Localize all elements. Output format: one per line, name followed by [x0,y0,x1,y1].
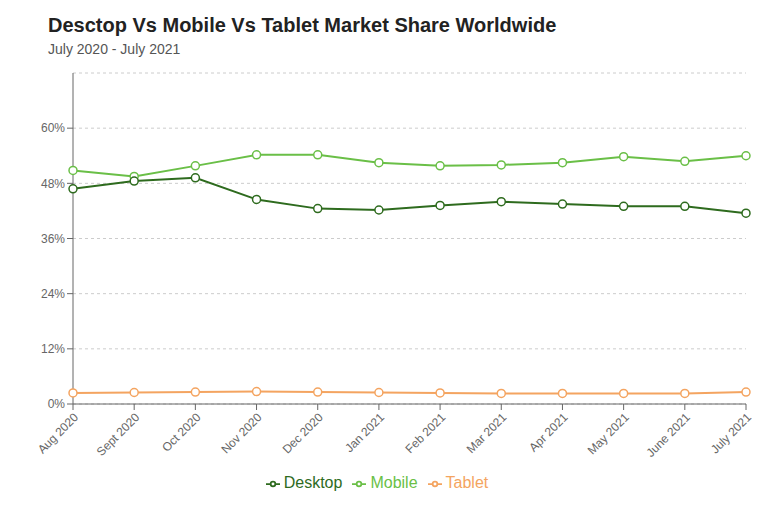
svg-text:Sept 2020: Sept 2020 [94,410,143,459]
svg-text:Mar 2021: Mar 2021 [464,410,510,456]
svg-text:24%: 24% [41,287,65,301]
html-text:Desctop Vs Mobile Vs Tablet Ma: Desctop Vs Mobile Vs Tablet Market Share… [48,14,557,36]
svg-text:12%: 12% [41,342,65,356]
svg-text:0%: 0% [48,397,66,411]
svg-text:Oct 2020: Oct 2020 [159,410,204,455]
html-text:Desktop: Desktop [283,474,343,491]
html-text:Mobile: Mobile [370,474,418,491]
html-text:Tablet: Tablet [445,474,489,491]
svg-text:Apr 2021: Apr 2021 [526,410,571,455]
svg-text:Feb 2021: Feb 2021 [402,410,448,456]
svg-text:60%: 60% [41,121,65,135]
svg-text:Aug 2020: Aug 2020 [35,410,81,456]
svg-text:48%: 48% [41,177,65,191]
svg-text:Nov 2020: Nov 2020 [218,410,264,456]
svg-text:July 2021: July 2021 [708,410,754,456]
html-text:July 2020 - July 2021: July 2020 - July 2021 [48,41,181,57]
svg-text:Dec 2020: Dec 2020 [280,410,326,456]
svg-text:Jan 2021: Jan 2021 [342,410,387,455]
svg-text:May 2021: May 2021 [585,410,632,457]
svg-text:June 2021: June 2021 [643,410,693,460]
svg-text:36%: 36% [41,232,65,246]
